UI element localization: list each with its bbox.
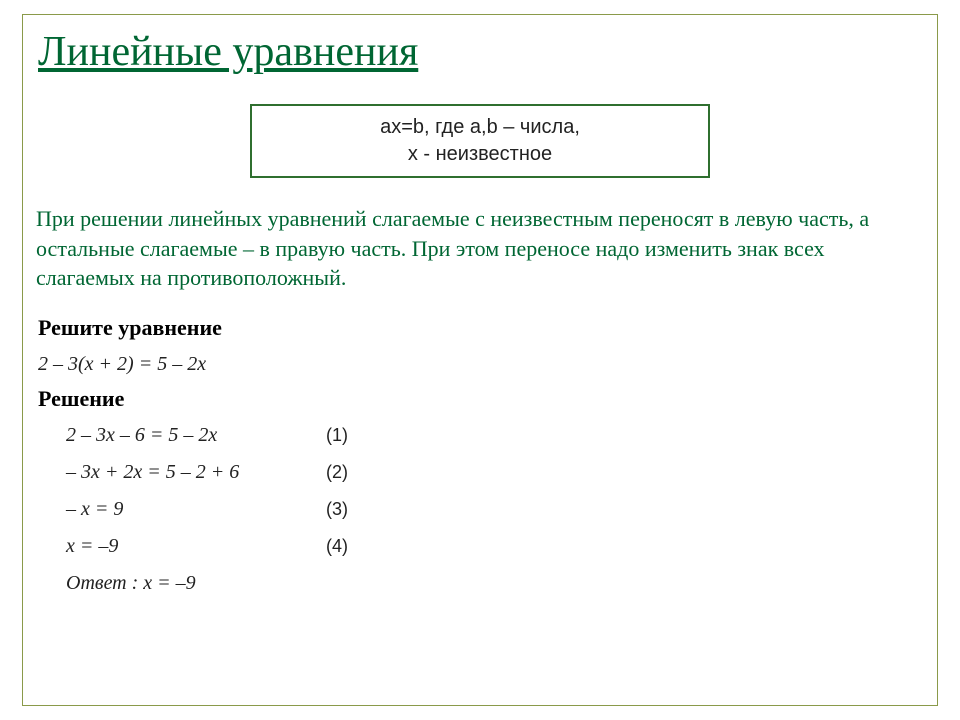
step-equation: – 3x + 2x = 5 – 2 + 6 <box>66 461 326 484</box>
step-equation: 2 – 3x – 6 = 5 – 2x <box>66 424 326 447</box>
step-number: (2) <box>326 462 348 483</box>
solution-step: 2 – 3x – 6 = 5 – 2x(1) <box>66 424 932 447</box>
definition-line-1: ax=b, где a,b – числа, <box>258 114 702 141</box>
task-equation: 2 – 3(x + 2) = 5 – 2x <box>38 353 932 376</box>
solution-step: – 3x + 2x = 5 – 2 + 6(2) <box>66 461 932 484</box>
task-heading: Решите уравнение <box>38 315 932 341</box>
step-number: (1) <box>326 425 348 446</box>
solution-heading: Решение <box>38 386 932 412</box>
body-paragraph: При решении линейных уравнений слагаемые… <box>36 204 924 293</box>
step-equation: – x = 9 <box>66 498 326 521</box>
definition-box: ax=b, где a,b – числа, x - неизвестное <box>250 104 710 178</box>
solution-steps: 2 – 3x – 6 = 5 – 2x(1)– 3x + 2x = 5 – 2 … <box>66 424 932 558</box>
solution-step: x = –9(4) <box>66 535 932 558</box>
step-number: (4) <box>326 536 348 557</box>
definition-line-2: x - неизвестное <box>258 141 702 168</box>
answer-line: Ответ : x = –9 <box>66 572 932 595</box>
page-title: Линейные уравнения <box>38 28 932 76</box>
step-equation: x = –9 <box>66 535 326 558</box>
solution-step: – x = 9(3) <box>66 498 932 521</box>
step-number: (3) <box>326 499 348 520</box>
slide: Линейные уравнения ax=b, где a,b – числа… <box>0 0 960 720</box>
